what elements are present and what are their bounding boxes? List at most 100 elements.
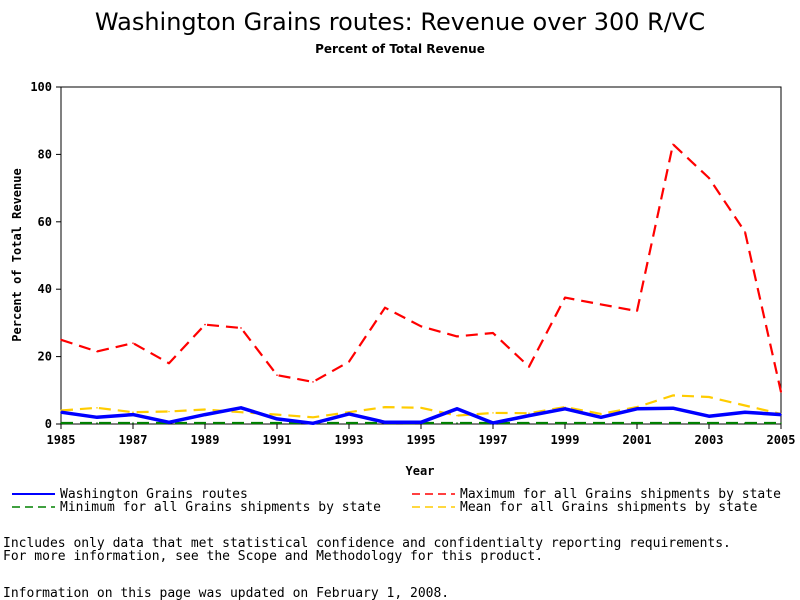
note-updated: Information on this page was updated on …: [3, 586, 449, 600]
note-methodology: For more information, see the Scope and …: [3, 549, 543, 564]
data-point-s1-2003: [708, 177, 710, 179]
data-point-s1-2002: [672, 143, 674, 146]
x-tick-label: 1987: [119, 433, 148, 447]
legend: Washington Grains routes Maximum for all …: [12, 487, 781, 515]
data-point-s2-1998: [528, 422, 530, 424]
data-point-s2-1993: [348, 422, 350, 424]
legend-label: Maximum for all Grains shipments by stat…: [460, 487, 781, 502]
y-tick-label: 60: [38, 215, 52, 229]
series-line-3: [60, 394, 782, 419]
x-tick-label: 2003: [695, 433, 724, 447]
data-point-s2-2001: [636, 422, 638, 424]
data-point-s3-1986: [96, 407, 98, 409]
data-point-s1-1991: [276, 374, 278, 376]
x-tick-label: 2001: [623, 433, 652, 447]
x-tick-label: 1991: [263, 433, 292, 447]
data-point-s0-1990: [240, 407, 242, 409]
data-point-s3-2002: [672, 394, 674, 397]
data-point-s0-1994: [384, 421, 386, 424]
data-point-s3-1992: [312, 416, 314, 419]
data-point-s3-2000: [600, 413, 602, 415]
data-point-s0-1996: [456, 408, 458, 410]
data-point-s2-1996: [456, 422, 458, 424]
chart-title: Washington Grains routes: Revenue over 3…: [95, 8, 705, 36]
data-point-s1-2005: [780, 391, 782, 393]
legend-label: Minimum for all Grains shipments by stat…: [60, 500, 381, 515]
data-point-s0-1992: [312, 422, 314, 425]
data-point-s1-1999: [564, 296, 566, 299]
data-point-s3-1991: [276, 413, 278, 416]
data-point-s2-2005: [780, 422, 782, 424]
legend-label: Washington Grains routes: [60, 487, 248, 502]
y-tick-label: 80: [38, 147, 52, 161]
x-tick-label: 1999: [551, 433, 580, 447]
series-line-1: [60, 143, 783, 393]
data-point-s1-1989: [204, 323, 206, 326]
data-point-s0-1986: [96, 416, 98, 419]
x-tick-label: 1989: [191, 433, 220, 447]
x-tick-label: 1997: [479, 433, 508, 447]
y-tick-label: 40: [38, 282, 52, 296]
data-point-s3-1989: [204, 408, 206, 411]
data-point-s2-1985: [60, 422, 62, 424]
series-line-0: [60, 406, 782, 426]
data-point-s1-1990: [240, 327, 242, 329]
data-point-s1-1993: [348, 360, 350, 363]
data-point-s0-2000: [600, 416, 602, 419]
data-point-s1-1986: [96, 350, 98, 353]
data-point-s2-1989: [204, 422, 206, 424]
y-tick-label: 100: [30, 80, 52, 94]
data-point-s0-2003: [708, 415, 710, 418]
data-point-s1-2004: [744, 231, 746, 233]
x-tick-label: 1995: [407, 433, 436, 447]
data-point-s2-1991: [276, 422, 278, 424]
data-point-s3-1987: [132, 411, 134, 414]
data-point-s2-2002: [672, 422, 674, 424]
data-point-s3-1997: [492, 412, 494, 414]
x-axis-label: Year: [406, 464, 435, 478]
series-layer: [60, 143, 783, 426]
data-point-s1-1992: [312, 381, 314, 383]
data-point-s0-2002: [672, 407, 674, 409]
data-point-s1-1985: [60, 338, 62, 341]
data-point-s2-2000: [600, 422, 602, 424]
x-tick-label: 2005: [767, 433, 796, 447]
data-point-s2-1990: [240, 422, 242, 424]
data-point-s1-1998: [528, 365, 530, 368]
data-point-s2-1986: [96, 422, 98, 424]
data-point-s3-1990: [240, 411, 242, 414]
y-axis-label: Percent of Total Revenue: [10, 168, 24, 341]
legend-label: Mean for all Grains shipments by state: [460, 500, 758, 515]
y-tick-label: 20: [38, 350, 52, 364]
data-point-s2-1999: [564, 422, 566, 424]
plot-area: [60, 86, 782, 425]
data-point-s1-2000: [600, 303, 602, 306]
data-point-s0-1989: [204, 413, 206, 416]
chart-subtitle: Percent of Total Revenue: [315, 42, 485, 56]
data-point-s0-1985: [60, 411, 62, 414]
x-tick-label: 1993: [335, 433, 364, 447]
data-point-s3-2004: [744, 404, 746, 407]
data-point-s3-1996: [456, 414, 458, 417]
y-tick-label: 0: [45, 417, 52, 431]
data-point-s1-1987: [132, 342, 134, 344]
data-point-s3-1995: [420, 407, 422, 409]
data-point-s0-1997: [492, 422, 494, 424]
data-point-s3-1994: [384, 406, 386, 408]
data-point-s3-1998: [528, 412, 530, 415]
data-point-s3-1988: [168, 410, 170, 413]
data-point-s2-2004: [744, 422, 746, 424]
data-point-s0-1991: [276, 418, 278, 420]
data-point-s1-1997: [492, 332, 494, 334]
data-point-s1-2001: [636, 310, 638, 312]
data-point-s0-1988: [168, 421, 170, 424]
data-point-s1-1996: [456, 335, 458, 338]
data-point-s0-2005: [780, 413, 782, 416]
tick-layer: 1985 1987 1989 1991 1993 1995 1997 1999 2001 2003…: [30, 80, 795, 447]
data-point-s0-2001: [636, 408, 638, 410]
data-point-s0-1987: [132, 413, 134, 416]
note-confidentiality: Includes only data that met statistical …: [3, 536, 731, 551]
data-point-s2-1987: [132, 422, 134, 424]
data-point-s0-1999: [564, 408, 566, 410]
